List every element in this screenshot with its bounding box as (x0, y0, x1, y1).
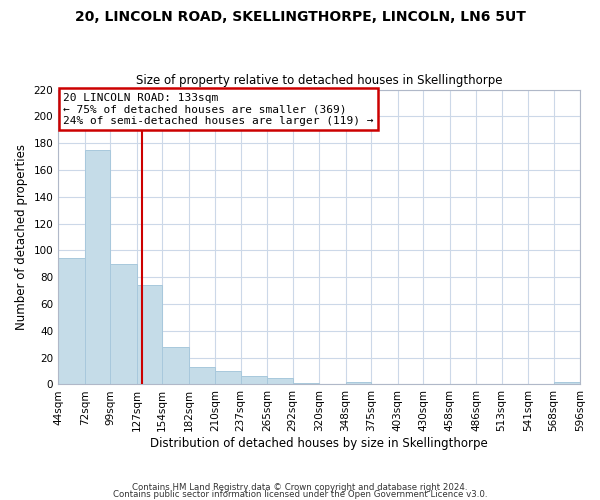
Text: 20, LINCOLN ROAD, SKELLINGTHORPE, LINCOLN, LN6 5UT: 20, LINCOLN ROAD, SKELLINGTHORPE, LINCOL… (74, 10, 526, 24)
Text: Contains HM Land Registry data © Crown copyright and database right 2024.: Contains HM Land Registry data © Crown c… (132, 484, 468, 492)
X-axis label: Distribution of detached houses by size in Skellingthorpe: Distribution of detached houses by size … (150, 437, 488, 450)
Bar (188, 367, 215, 384)
Bar (162, 347, 188, 385)
Title: Size of property relative to detached houses in Skellingthorpe: Size of property relative to detached ho… (136, 74, 502, 87)
Bar (58, 258, 85, 384)
Bar (346, 382, 371, 384)
Bar (267, 378, 293, 384)
Text: 20 LINCOLN ROAD: 133sqm
← 75% of detached houses are smaller (369)
24% of semi-d: 20 LINCOLN ROAD: 133sqm ← 75% of detache… (64, 92, 374, 126)
Bar (137, 286, 162, 384)
Bar (293, 383, 319, 384)
Bar (554, 382, 580, 384)
Bar (241, 376, 267, 384)
Bar (85, 150, 110, 384)
Bar (110, 264, 137, 384)
Text: Contains public sector information licensed under the Open Government Licence v3: Contains public sector information licen… (113, 490, 487, 499)
Bar (215, 371, 241, 384)
Y-axis label: Number of detached properties: Number of detached properties (15, 144, 28, 330)
